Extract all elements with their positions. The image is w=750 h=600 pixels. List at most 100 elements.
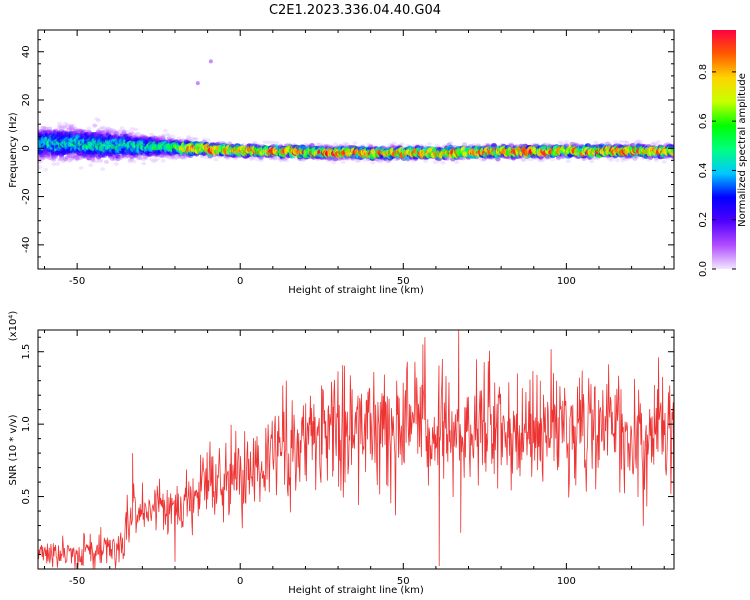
spectrogram-cell (129, 131, 135, 135)
spectrogram-cell (109, 157, 115, 162)
spectrogram-cell (43, 126, 49, 131)
spectrogram-cell (148, 152, 155, 157)
spectrogram-cell (38, 129, 43, 133)
spectrogram-cell (127, 158, 133, 162)
spectrogram-cell (125, 153, 131, 158)
spectrogram-cell (74, 157, 80, 162)
spectrogram-cell (90, 154, 96, 159)
spectrogram-cell (152, 158, 158, 163)
spectrogram-cell (113, 130, 119, 135)
spectrogram-cell (57, 157, 62, 162)
spectrogram-cell (129, 127, 135, 131)
spectrogram-cell (150, 135, 157, 140)
spectrogram-cell (158, 154, 164, 158)
spectrogram-cell (96, 118, 102, 123)
spectrogram-cell (74, 153, 80, 158)
spectrogram-cell (92, 123, 98, 128)
spectrogram-cell (565, 159, 571, 163)
y-tick-label: 1.5 (21, 344, 32, 360)
spectrogram-cell (440, 161, 446, 165)
spectrogram-cell (111, 156, 117, 161)
spectrogram-cell (41, 155, 47, 160)
spectrogram-cell (57, 124, 62, 129)
x-tick-label: 100 (557, 276, 576, 287)
spectrogram-cell (62, 157, 68, 162)
spectrogram-cell (593, 140, 599, 145)
snr-y-multiplier: (x10⁴) (8, 311, 19, 342)
spectrogram-cell (170, 155, 176, 160)
spectrogram-cell (41, 153, 47, 158)
spectrogram-cell (45, 154, 51, 158)
spectrogram-cell (156, 136, 162, 141)
spectrogram-cell (41, 152, 47, 157)
spectrogram-cell (98, 159, 104, 163)
spectrogram-cell (117, 129, 123, 134)
snr-x-axis-label: Height of straight line (km) (288, 585, 424, 596)
spectrogram-cell (133, 127, 139, 132)
spectrogram-cell (166, 134, 172, 138)
colorbar-tick-label: 0.6 (698, 113, 709, 129)
spectrogram-cell (166, 155, 172, 160)
spectrogram-cell (78, 166, 84, 170)
spectrogram-cell (137, 156, 143, 161)
spectrogram-cell (340, 160, 346, 164)
spectrogram-cell (164, 132, 170, 137)
spectrogram-cell (258, 158, 264, 162)
spectrogram-cell (96, 130, 102, 135)
spectrogram-cell (160, 133, 166, 138)
spectrogram-cell (39, 126, 45, 130)
spectrogram-cell (64, 123, 70, 128)
spectrogram-cell (59, 124, 64, 129)
spectrogram-cell (92, 123, 98, 128)
spectrogram-cell (154, 137, 160, 142)
spectrogram-cell (534, 142, 540, 146)
spectrogram-cell (182, 154, 188, 159)
spectrogram-cell (158, 153, 164, 157)
x-tick-label: -50 (69, 576, 85, 587)
spectrogram-cell (131, 159, 137, 164)
spectrogram-cell (115, 153, 121, 158)
colorbar-tick-label: 0.8 (698, 64, 709, 80)
spectrogram-cell (39, 154, 45, 159)
spectrogram-cell (39, 129, 45, 134)
colorbar: 0.00.20.40.60.8 Normalized spectral ampl… (698, 30, 748, 277)
spectrogram-cell (139, 156, 145, 160)
spectrogram-cell (127, 133, 133, 138)
y-tick-label: -20 (21, 188, 32, 204)
spectrogram-cell (131, 132, 137, 137)
spectrogram-cell (76, 156, 82, 160)
colorbar-label: Normalized spectral amplitude (737, 73, 748, 227)
spectrogram-cell (121, 129, 127, 134)
spectrogram-cell (113, 162, 119, 166)
spectrogram-cell (62, 125, 68, 130)
spectrogram-cell (154, 136, 160, 141)
spectrogram-cell (38, 165, 43, 170)
spectrogram-cell (164, 153, 170, 158)
spectrogram-cell (113, 158, 119, 162)
spectrogram-cell (119, 126, 125, 130)
spectrogram-cell (86, 156, 92, 161)
spectrogram-cell (152, 137, 159, 142)
spectrogram-cell (141, 161, 147, 166)
spectrogram-cell (68, 123, 74, 128)
spectrogram-cell (127, 159, 133, 164)
spectrogram-cell (109, 127, 115, 132)
spectrogram-cell (624, 140, 630, 145)
spectrogram-cell (104, 128, 109, 133)
spectrogram-cell (47, 156, 53, 161)
spectrogram-cell (38, 154, 43, 159)
spectrogram-cell (151, 159, 156, 163)
spectrogram-cell (76, 151, 82, 157)
spectrogram-cell (454, 160, 460, 165)
spectrogram-cell (98, 126, 104, 131)
spectrogram-cell (49, 156, 55, 161)
colorbar-tick-label: 0.4 (698, 162, 709, 178)
spectrogram-cell (178, 139, 184, 143)
spectrogram-cell (61, 159, 66, 164)
spectrogram-cell (66, 127, 72, 132)
spectrogram-cell (100, 129, 106, 134)
spectrogram-cell (104, 129, 109, 133)
spectrogram-cell (143, 156, 149, 160)
